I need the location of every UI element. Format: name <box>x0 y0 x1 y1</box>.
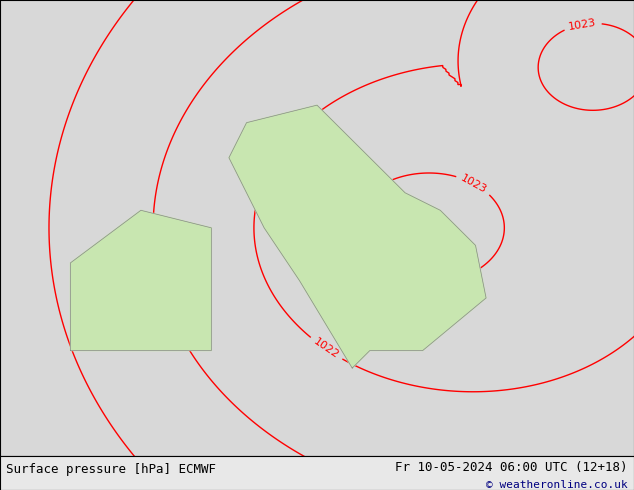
Text: 1023: 1023 <box>568 17 597 31</box>
Text: 1022: 1022 <box>311 337 340 361</box>
Text: Fr 10-05-2024 06:00 UTC (12+18): Fr 10-05-2024 06:00 UTC (12+18) <box>395 461 628 474</box>
Text: 1023: 1023 <box>459 172 489 195</box>
Polygon shape <box>70 210 211 350</box>
Text: Surface pressure [hPa] ECMWF: Surface pressure [hPa] ECMWF <box>6 463 216 476</box>
Text: © weatheronline.co.uk: © weatheronline.co.uk <box>486 480 628 490</box>
Polygon shape <box>229 105 486 368</box>
